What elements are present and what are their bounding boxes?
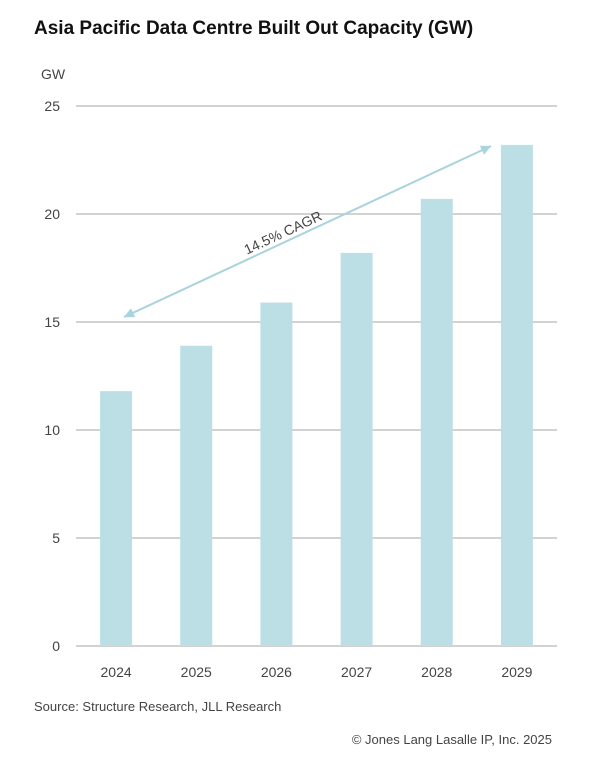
bars [100,144,533,646]
bar [180,345,213,646]
x-tick-label: 2028 [421,664,452,680]
bar [340,252,373,646]
chart-title: Asia Pacific Data Centre Built Out Capac… [34,18,474,39]
cagr-arrow-line [123,145,492,318]
cagr-label: 14.5% CAGR [241,207,324,257]
bar [500,144,533,646]
x-tick-label: 2025 [181,664,212,680]
x-tick-label: 2029 [501,664,532,680]
x-tick-label: 2027 [341,664,372,680]
y-tick-label: 10 [44,422,60,438]
cagr-arrowhead-start [124,308,136,318]
y-tick-label: 0 [52,638,60,654]
cagr-arrowhead-end [479,145,491,155]
x-tick-label: 2024 [101,664,132,680]
y-tick-label: 5 [52,530,60,546]
y-tick-label: 15 [44,314,60,330]
bar [420,198,453,646]
x-tick-labels: 2024 2025 2026 2027 2028 2029 [101,664,533,680]
x-tick-label: 2026 [261,664,292,680]
source-note: Source: Structure Research, JLL Research [34,699,282,714]
y-tick-labels: 0 5 10 15 20 25 [44,98,60,654]
y-tick-label: 20 [44,206,60,222]
copyright-note: © Jones Lang Lasalle IP, Inc. 2025 [351,732,552,747]
y-axis-label: GW [41,66,66,82]
gridlines [76,105,557,647]
y-tick-label: 25 [44,98,60,114]
bar [100,391,133,646]
bar [260,302,293,646]
